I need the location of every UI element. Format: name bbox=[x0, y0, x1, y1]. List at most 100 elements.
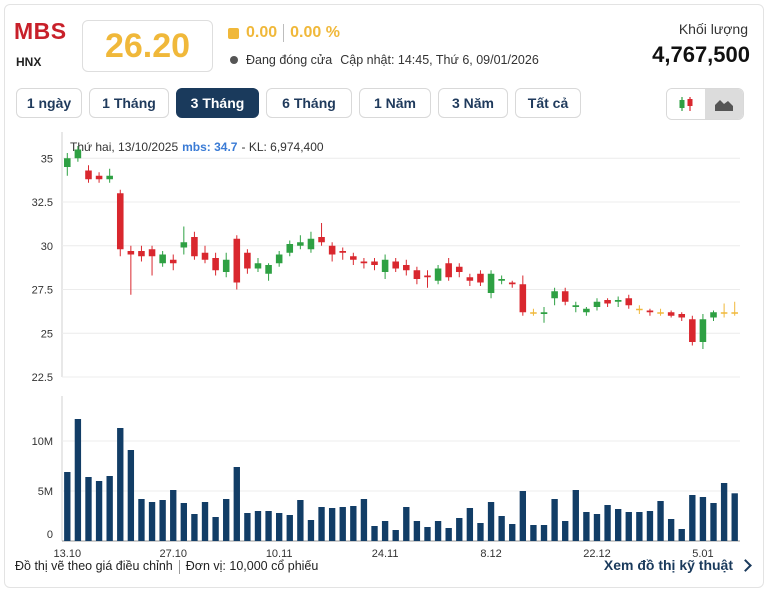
candle-body bbox=[572, 305, 580, 307]
tab-3-years[interactable]: 3 Năm bbox=[438, 88, 508, 118]
candle-body bbox=[106, 175, 113, 180]
candle-body bbox=[413, 270, 421, 279]
tab-3-months[interactable]: 3 Tháng bbox=[176, 88, 259, 118]
exchange-name: HNX bbox=[16, 55, 42, 69]
volume-bar bbox=[328, 508, 336, 541]
candlestick-series bbox=[64, 146, 738, 349]
candle-body bbox=[339, 251, 347, 253]
volume-bar bbox=[477, 523, 484, 541]
volume-bar bbox=[572, 490, 579, 541]
candle-body bbox=[477, 273, 484, 283]
divider bbox=[283, 24, 285, 42]
volume-bar bbox=[424, 527, 431, 541]
volume-bar bbox=[191, 514, 198, 541]
volume-bar bbox=[265, 511, 272, 541]
candle-body bbox=[720, 312, 728, 314]
date-tick-label: 22.12 bbox=[583, 548, 611, 560]
date-tick-label: 10.11 bbox=[266, 548, 293, 560]
volume-label: Khối lượng bbox=[678, 21, 748, 37]
candle-body bbox=[593, 301, 601, 307]
tab-1-year[interactable]: 1 Năm bbox=[359, 88, 431, 118]
candle-body bbox=[678, 314, 686, 318]
area-chart-button[interactable] bbox=[705, 89, 743, 119]
volume-bar bbox=[636, 512, 643, 541]
volume-bar bbox=[223, 499, 230, 541]
candle-body bbox=[498, 279, 505, 281]
volume-tick-label: 5M bbox=[38, 486, 53, 498]
area-chart-icon bbox=[715, 100, 733, 111]
candle-body bbox=[636, 308, 643, 311]
technical-chart-link[interactable]: Xem đồ thị kỹ thuật bbox=[604, 557, 752, 573]
volume-bar bbox=[85, 477, 92, 541]
volume-bar bbox=[678, 529, 685, 541]
status-dot-icon bbox=[230, 56, 238, 64]
price-tick-label: 30 bbox=[41, 241, 53, 253]
candle-body bbox=[519, 284, 527, 313]
candle-body bbox=[318, 237, 325, 243]
volume-bar bbox=[540, 525, 548, 541]
volume-bar bbox=[170, 490, 177, 541]
candle-body bbox=[116, 193, 124, 250]
volume-bar bbox=[371, 526, 378, 541]
volume-bar bbox=[689, 495, 696, 541]
price-tick-label: 25 bbox=[41, 328, 53, 340]
volume-bar bbox=[117, 428, 124, 541]
unit-note: Đơn vị: 10,000 cổ phiếu bbox=[185, 559, 319, 573]
candle-body bbox=[297, 242, 304, 246]
candle-body bbox=[614, 300, 622, 302]
candle-body bbox=[201, 252, 209, 260]
tab-all[interactable]: Tất cả bbox=[515, 88, 581, 118]
volume-bar bbox=[148, 502, 156, 541]
candle-body bbox=[254, 263, 262, 269]
chart-footnote: Đồ thị vẽ theo giá điều chỉnh Đơn vị: 10… bbox=[15, 559, 318, 574]
volume-bar bbox=[720, 483, 728, 541]
candle-body bbox=[244, 252, 251, 269]
volume-bar bbox=[275, 513, 283, 541]
volume-bar bbox=[498, 516, 505, 541]
market-status: Đang đóng cửa Cập nhật: 14:45, Thứ 6, 09… bbox=[228, 53, 539, 67]
tab-1-day[interactable]: 1 ngày bbox=[16, 88, 82, 118]
volume-bar bbox=[413, 521, 421, 541]
candle-body bbox=[212, 258, 219, 271]
change-value: 0.00 bbox=[246, 24, 278, 41]
candle-body bbox=[360, 261, 368, 264]
volume-bar bbox=[307, 520, 315, 541]
candle-body bbox=[169, 259, 177, 264]
date-tick-label: 8.12 bbox=[480, 548, 501, 560]
volume-bar bbox=[667, 519, 675, 541]
date-tick-label: 13.10 bbox=[54, 548, 82, 560]
candle-body bbox=[604, 300, 611, 304]
candle-body bbox=[487, 273, 495, 293]
volume-series bbox=[64, 419, 738, 541]
price-change: 0.00 0.00 % bbox=[228, 24, 340, 42]
tab-1-month[interactable]: 1 Tháng bbox=[89, 88, 169, 118]
candle-body bbox=[466, 277, 474, 281]
candle-body bbox=[657, 312, 664, 314]
volume-bar bbox=[64, 472, 71, 541]
candle-body bbox=[699, 319, 707, 342]
candle-body bbox=[180, 242, 188, 248]
candle-body bbox=[275, 254, 283, 264]
candlestick-icon bbox=[679, 97, 693, 111]
candlestick-chart-button[interactable] bbox=[667, 89, 705, 119]
volume-value: 4,767,500 bbox=[652, 42, 750, 67]
price-tick-label: 32.5 bbox=[32, 197, 53, 209]
stock-symbol: MBS bbox=[14, 18, 67, 44]
volume-bar bbox=[562, 521, 569, 541]
volume-bar bbox=[127, 450, 135, 541]
candle-body bbox=[403, 265, 410, 271]
chevron-right-icon bbox=[739, 558, 752, 572]
candle-body bbox=[646, 310, 654, 313]
tab-6-months[interactable]: 6 Tháng bbox=[266, 88, 352, 118]
volume-bar bbox=[244, 513, 251, 541]
candle-body bbox=[625, 298, 633, 306]
candle-body bbox=[540, 312, 548, 314]
candle-body bbox=[710, 312, 717, 318]
candle-body bbox=[381, 259, 389, 272]
candle-body bbox=[455, 266, 463, 272]
candle-body bbox=[222, 259, 230, 272]
volume-bar bbox=[551, 499, 558, 541]
flat-indicator-icon bbox=[228, 27, 239, 39]
candle-body bbox=[64, 158, 71, 167]
